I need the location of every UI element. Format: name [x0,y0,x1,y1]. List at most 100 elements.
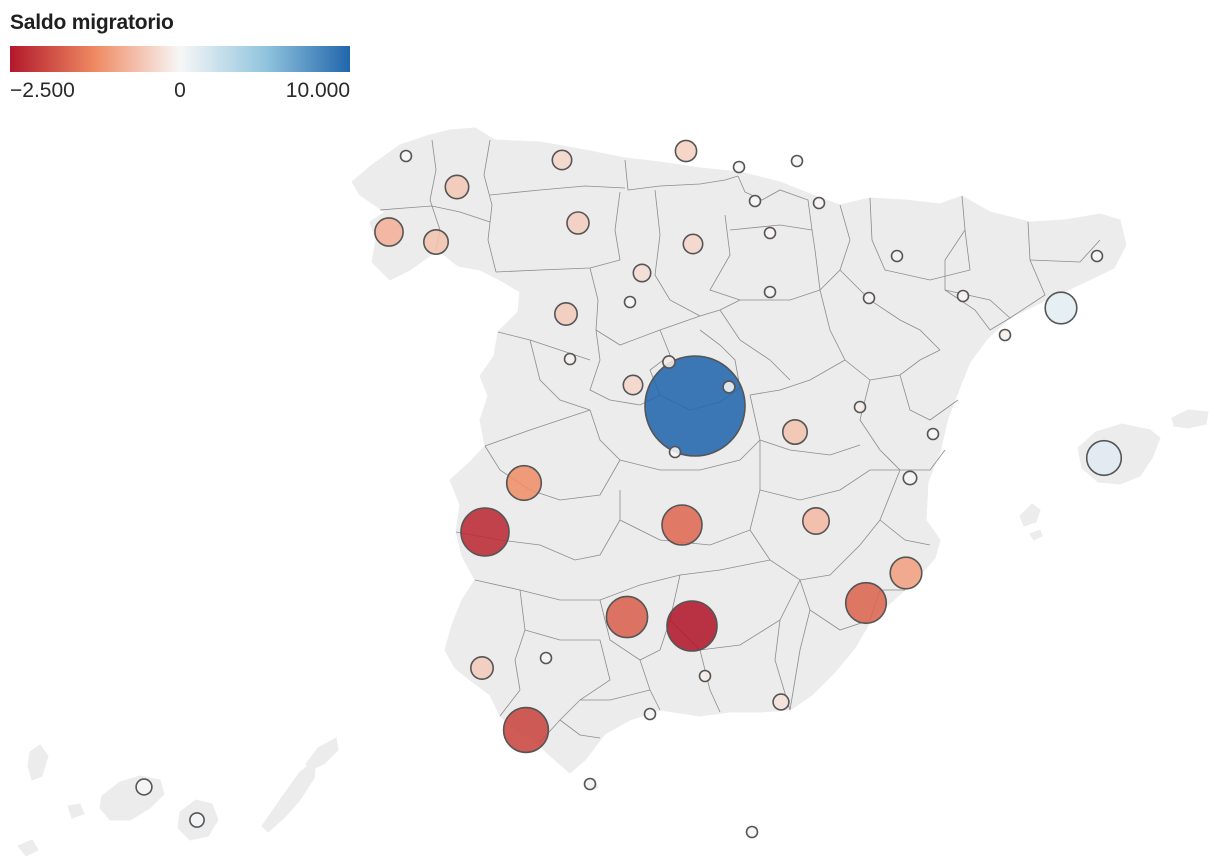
bubble-ourense[interactable] [374,217,404,247]
border-caceres [484,409,621,501]
border-cuenca [749,359,861,456]
bubble-tarragona[interactable] [998,328,1012,342]
bubble-cordoba[interactable] [605,595,649,639]
border-cadiz [559,719,601,739]
bubble-navarra[interactable] [812,196,826,210]
bubble-bizkaia[interactable] [732,160,746,174]
land-layer [17,127,1209,857]
border-salamanca [497,331,591,411]
bubble-asturias[interactable] [551,149,573,171]
canary-la-palma [27,744,49,781]
legend-max-label: 10.000 [285,79,350,102]
bubble-caceres[interactable] [505,464,543,502]
canary-el-hierro [17,839,39,857]
border-asturias [489,185,626,196]
bubble-layer [135,139,1123,839]
bubble-gipuzkoa[interactable] [790,154,804,168]
bubble-valencia[interactable] [902,470,918,486]
border-cantabria [624,159,739,191]
bubble-badajoz[interactable] [460,507,510,557]
bubble-palencia[interactable] [632,263,652,283]
bubble-cantabria[interactable] [674,139,698,163]
border-andalucia-north [474,559,771,601]
bubble-teruel[interactable] [853,400,867,414]
border-alicante [879,519,931,546]
canary-fuerteventura [261,758,317,833]
border-catalonia [944,221,1046,331]
border-galicia-south [379,205,491,223]
bubble-huelva[interactable] [469,655,494,680]
border-basque [737,175,813,231]
legend-min-label: −2.500 [10,79,75,102]
bubble-granada[interactable] [698,669,712,683]
bubble-soria[interactable] [763,285,777,299]
bubble-lugo[interactable] [444,174,470,200]
bubble-a-coruna[interactable] [399,149,413,163]
border-malaga [580,689,651,701]
border-burgos [654,189,701,317]
peninsula-land [351,127,1127,774]
bubble-malaga[interactable] [643,707,657,721]
bubble-leon[interactable] [566,211,590,235]
bubble-huesca[interactable] [890,249,904,263]
border-galicia-east [483,139,497,273]
border-cyl-mid [589,267,741,346]
bubble-almeria[interactable] [772,693,790,711]
bubble-segovia[interactable] [662,355,676,369]
bubble-la-rioja[interactable] [763,226,777,240]
canary-tenerife [99,775,165,821]
legend-mid-label: 0 [174,79,186,102]
bubble-girona[interactable] [1090,249,1104,263]
bubble-pontevedra[interactable] [422,229,449,256]
border-avila-segovia [589,329,661,406]
border-rioja [729,224,813,231]
bubble-avila[interactable] [622,374,644,396]
bubble-jaen[interactable] [666,600,718,652]
bubble-cuenca[interactable] [781,418,808,445]
bubble-las-palmas[interactable] [189,812,205,828]
border-aragon-west [839,269,941,351]
border-murcia [799,579,905,631]
bubble-salamanca[interactable] [563,352,577,366]
bubble-alava[interactable] [748,194,762,208]
legend-gradient-bar [10,46,350,72]
canary-lanzarote [305,737,339,771]
bubble-castellon[interactable] [926,427,940,441]
province-borders [379,139,1101,743]
bubble-murcia[interactable] [844,581,888,625]
bubble-valladolid[interactable] [623,295,637,309]
bubble-ceuta[interactable] [583,777,597,791]
bubble-ciudad-real[interactable] [661,504,703,546]
bubble-barcelona[interactable] [1044,291,1078,325]
border-navarra [819,204,851,291]
border-almeria [789,609,811,711]
canary-la-gomera [67,803,85,819]
bubble-burgos[interactable] [682,233,704,255]
bubble-illes-balears[interactable] [1085,439,1123,477]
border-leon-cyl [495,191,621,273]
balearic-menorca [1171,409,1209,429]
border-huelva [499,589,526,717]
bubble-zamora[interactable] [553,301,578,326]
legend-title: Saldo migratorio [10,11,174,34]
bubble-santa-cruz-de-tenerife[interactable] [135,778,153,796]
border-cat-inner [1029,239,1101,263]
bubble-albacete[interactable] [801,506,830,535]
bubble-madrid[interactable] [644,355,746,457]
border-guadalajara [719,309,791,381]
bubble-alicante[interactable] [889,556,923,590]
border-toledo [589,409,761,471]
bubble-zaragoza[interactable] [862,291,876,305]
bubble-sevilla[interactable] [539,651,553,665]
bubble-melilla[interactable] [745,825,759,839]
bubble-guadalajara[interactable] [722,380,736,394]
legend-ticks: −2.500 0 10.000 [10,79,350,105]
border-ciudad-real [619,440,761,546]
bubble-lleida[interactable] [956,289,970,303]
bubble-toledo[interactable] [668,445,682,459]
border-soria [709,214,821,301]
bubble-cadiz[interactable] [502,706,550,754]
border-castellon [899,374,959,421]
